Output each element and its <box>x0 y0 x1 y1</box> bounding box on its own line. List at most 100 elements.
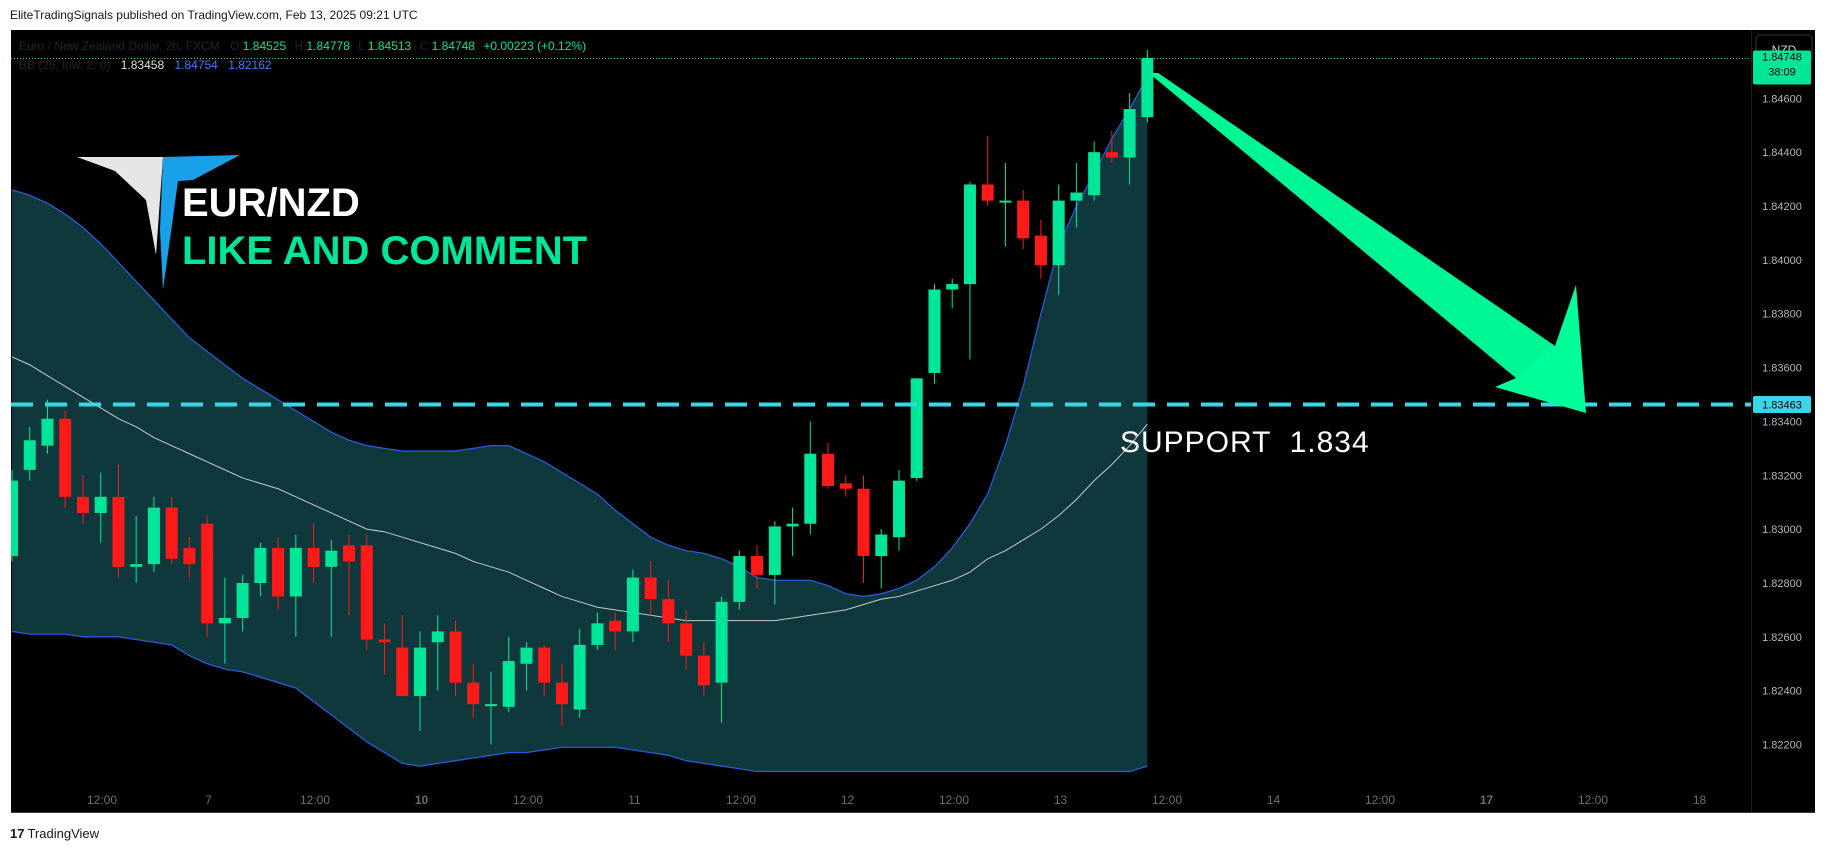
candle <box>76 475 89 524</box>
support-price-value: 1.83463 <box>1762 399 1802 411</box>
candle-body <box>573 644 586 710</box>
candle <box>1088 141 1101 201</box>
candle <box>41 399 54 454</box>
candle-body <box>307 547 320 567</box>
candle <box>857 475 870 583</box>
candle-body <box>94 496 107 513</box>
candle-body <box>804 453 817 524</box>
candle <box>201 515 214 637</box>
legend-bb-lower: 1.82162 <box>228 58 272 72</box>
candle <box>467 663 480 718</box>
candle-body <box>555 682 568 705</box>
candle <box>1141 49 1154 123</box>
legend-h-label: H <box>295 39 304 53</box>
candle-body <box>11 480 18 557</box>
time-tick-label: 12:00 <box>1365 793 1395 807</box>
candle <box>1017 189 1030 250</box>
legend-bb-name: BB (25, low, 2, 0) <box>19 58 110 72</box>
candle <box>183 537 196 578</box>
candle <box>94 472 107 543</box>
candle-body <box>1017 200 1030 239</box>
time-tick-label: 18 <box>1693 793 1707 807</box>
candle <box>751 545 764 589</box>
price-tick-label: 1.84600 <box>1762 93 1802 105</box>
time-tick-label: 12:00 <box>300 793 330 807</box>
candle <box>147 496 160 573</box>
candle-body <box>680 623 693 656</box>
candle <box>786 507 799 557</box>
candle-body <box>201 523 214 624</box>
candle <box>502 636 515 713</box>
candle <box>609 612 622 651</box>
candle <box>307 523 320 583</box>
pair-title: EUR/NZD <box>182 181 360 225</box>
footer-brand-label: TradingView <box>27 826 100 841</box>
candle-body <box>378 639 391 643</box>
candle <box>272 537 285 610</box>
candle <box>680 609 693 670</box>
candle <box>396 615 409 697</box>
candle-body <box>236 582 249 618</box>
time-tick-label: 12:00 <box>726 793 756 807</box>
candle <box>378 623 391 675</box>
publisher-line: EliteTradingSignals published on Trading… <box>10 8 418 22</box>
legend-symbol: Euro / New Zealand Dollar, 2h, FXCM <box>19 39 220 53</box>
candle-body <box>751 556 764 575</box>
candle <box>1070 162 1083 228</box>
candle-body <box>343 545 356 562</box>
candle <box>538 644 551 697</box>
candle-body <box>786 523 799 527</box>
time-tick-label: 14 <box>1267 793 1281 807</box>
candle <box>662 580 675 643</box>
candle-body <box>289 547 302 597</box>
price-tick-label: 1.83400 <box>1762 416 1802 428</box>
price-tick-label: 1.82200 <box>1762 740 1802 752</box>
candle <box>112 464 125 578</box>
time-tick-label: 12:00 <box>939 793 969 807</box>
candle <box>893 469 905 551</box>
legend-line-1: Euro / New Zealand Dollar, 2h, FXCM O 1.… <box>19 39 586 53</box>
bollinger-lower-line <box>11 630 1148 773</box>
candle-body <box>538 647 551 683</box>
candle-body <box>218 617 231 624</box>
price-tick-label: 1.82600 <box>1762 632 1802 644</box>
candle-body <box>23 440 36 470</box>
legend-bb-upper: 1.84754 <box>174 58 218 72</box>
candle-body <box>1052 200 1065 266</box>
candle <box>1034 219 1047 279</box>
candle-body <box>999 200 1012 203</box>
candle <box>520 642 533 691</box>
time-tick-label: 12:00 <box>513 793 543 807</box>
price-tick-label: 1.82400 <box>1762 686 1802 698</box>
bollinger-middle-line <box>11 356 1148 622</box>
candle-body <box>1070 192 1083 201</box>
time-tick-label: 12:00 <box>87 793 117 807</box>
candle <box>804 421 817 535</box>
candle <box>343 534 356 616</box>
brand-logo-icon <box>77 155 240 290</box>
candle-body <box>520 647 533 664</box>
candle-body <box>41 418 54 446</box>
legend-bb-mid: 1.83458 <box>121 58 165 72</box>
candle-body <box>963 184 976 285</box>
candle <box>928 284 941 384</box>
legend-c-label: C <box>420 39 429 53</box>
time-tick-label: 17 <box>1480 793 1494 807</box>
candle-body <box>59 418 72 497</box>
time-tick-label: 12 <box>841 793 855 807</box>
price-tick-label: 1.84400 <box>1762 147 1802 159</box>
tradingview-logo-icon: 17 <box>10 826 25 841</box>
candle-body <box>591 623 604 645</box>
cta-text: LIKE AND COMMENT <box>182 229 587 273</box>
candle-body <box>112 496 125 567</box>
candle-body <box>1105 152 1118 158</box>
candle-body <box>768 526 781 575</box>
candle-body <box>893 480 905 538</box>
price-tick-label: 1.83000 <box>1762 524 1802 536</box>
candle <box>325 539 338 637</box>
time-tick-label: 12:00 <box>1152 793 1182 807</box>
candle <box>59 410 72 508</box>
candle <box>875 529 888 589</box>
price-axis-background <box>1751 30 1815 812</box>
